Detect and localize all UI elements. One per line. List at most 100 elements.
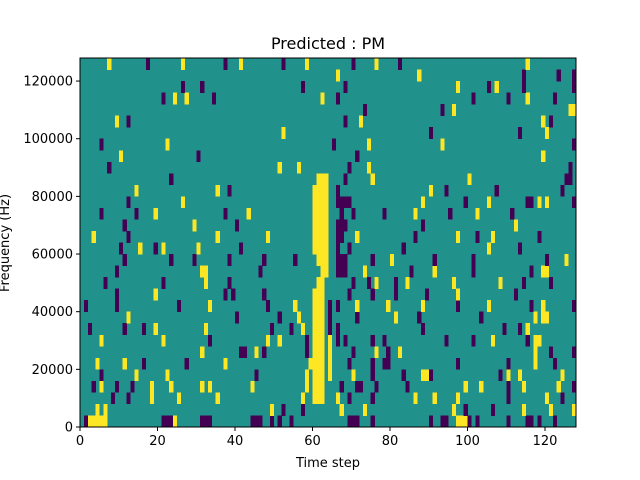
heatmap-cell (556, 380, 561, 393)
heatmap-cell (506, 357, 511, 370)
heatmap-cell (452, 403, 457, 416)
heatmap-cell (254, 346, 259, 359)
heatmap-cell (328, 357, 333, 370)
heatmap-cell (370, 254, 375, 266)
heatmap-cell (343, 81, 348, 93)
heatmap-cell (184, 357, 189, 370)
heatmap-cell (572, 380, 577, 393)
heatmap-cell (525, 323, 530, 336)
heatmap-cell (359, 115, 364, 128)
heatmap-cell (114, 288, 120, 301)
heatmap-cell (165, 369, 170, 382)
heatmap-cell (304, 380, 309, 393)
heatmap-cell (428, 415, 433, 428)
heatmap-cell (541, 150, 546, 163)
heatmap-cell (238, 58, 244, 70)
heatmap-cell (312, 357, 325, 370)
heatmap-cell (335, 230, 344, 243)
heatmap-cell (452, 277, 457, 289)
heatmap-cell (417, 69, 422, 82)
heatmap-cell (145, 58, 151, 70)
heatmap-tiles (83, 58, 577, 428)
y-tick-label: 20000 (32, 363, 73, 378)
heatmap-cell (335, 323, 340, 336)
heatmap-cell (572, 346, 577, 359)
heatmap-cell (180, 81, 185, 93)
heatmap-cell (122, 254, 127, 266)
heatmap-cell (362, 403, 368, 416)
x-tick-label: 120 (533, 434, 558, 449)
heatmap-cell (374, 380, 379, 393)
heatmap-cell (428, 127, 433, 140)
heatmap-cell (440, 104, 445, 116)
heatmap-cell (339, 207, 344, 220)
heatmap-cell (494, 184, 499, 197)
heatmap-cell (537, 230, 542, 243)
heatmap-cell (440, 415, 449, 428)
heatmap-cell (533, 334, 542, 347)
heatmap-cell (455, 288, 461, 301)
heatmap-cell (351, 369, 356, 382)
heatmap-cell (374, 346, 379, 359)
heatmap-cell (142, 357, 147, 370)
heatmap-cell (355, 380, 364, 393)
heatmap-cell (413, 230, 418, 243)
heatmap-cell (114, 265, 120, 278)
heatmap-cell (463, 196, 468, 209)
heatmap-cell (347, 288, 352, 301)
heatmap-cell (428, 369, 433, 382)
heatmap-cell (126, 196, 131, 209)
heatmap-cell (320, 92, 325, 105)
heatmap-cell (308, 357, 313, 370)
heatmap-cell (533, 346, 538, 359)
heatmap-cell (87, 415, 108, 428)
heatmap-cell (374, 277, 379, 289)
y-axis-label: Frequency (Hz) (0, 194, 13, 292)
heatmap-cell (196, 242, 201, 255)
heatmap-cell (545, 196, 550, 209)
heatmap-cell (413, 392, 418, 405)
heatmap-cell (545, 127, 550, 140)
heatmap-cell (463, 403, 468, 416)
heatmap-cell (506, 92, 511, 105)
y-tick-label: 100000 (23, 132, 73, 147)
heatmap-cell (335, 254, 348, 266)
y-tick-label: 0 (65, 421, 73, 436)
heatmap-cell (118, 242, 123, 255)
heatmap-cell (343, 115, 348, 128)
heatmap-cell (471, 254, 476, 266)
heatmap-cell (312, 196, 329, 209)
heatmap-cell (114, 380, 120, 393)
x-tick-label: 60 (304, 434, 321, 449)
heatmap-cell (312, 334, 325, 347)
heatmap-cell (312, 380, 325, 393)
heatmap-cell (227, 277, 232, 289)
heatmap-cell (374, 58, 379, 70)
heatmap-cell (486, 242, 492, 255)
heatmap-cell (335, 265, 348, 278)
x-tick-label: 20 (149, 434, 166, 449)
heatmap-cell (149, 380, 154, 393)
heatmap-cell (521, 81, 526, 93)
y-tick-label: 60000 (32, 248, 73, 263)
heatmap-cell (118, 150, 123, 163)
heatmap-cell (475, 415, 480, 428)
heatmap-cell (200, 81, 205, 93)
heatmap-cell (312, 288, 325, 301)
x-tick-label: 100 (455, 434, 480, 449)
heatmap-cell (401, 242, 406, 255)
heatmap-cell (421, 300, 426, 312)
heatmap-cell (83, 300, 89, 312)
heatmap-cell (335, 219, 348, 232)
heatmap-cell (277, 311, 282, 324)
heatmap-cell (99, 380, 104, 393)
heatmap-cell (269, 323, 275, 336)
heatmap-cell (316, 277, 325, 289)
heatmap-cell (335, 69, 340, 82)
heatmap-cell (351, 277, 356, 289)
heatmap-cell (130, 380, 135, 393)
heatmap-cell (83, 415, 89, 428)
heatmap-cell (111, 392, 116, 405)
heatmap-cell (405, 380, 410, 393)
heatmap-cell (572, 300, 577, 312)
